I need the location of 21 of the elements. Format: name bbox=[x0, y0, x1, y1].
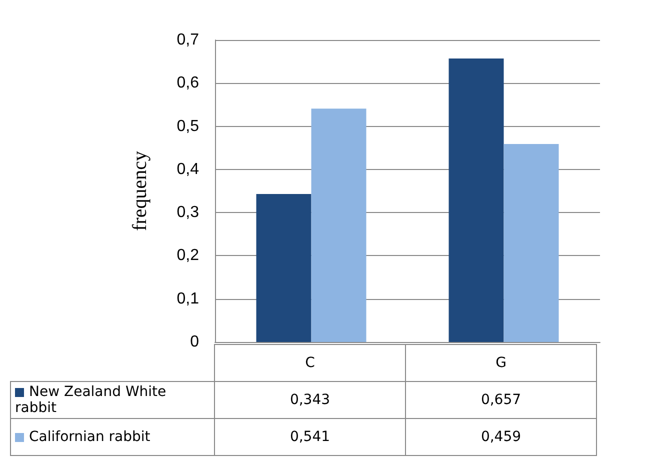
y-tick-label: 0,3 bbox=[176, 204, 200, 222]
y-tick-label: 0,4 bbox=[176, 160, 200, 178]
y-tick-label: 0,7 bbox=[176, 32, 200, 48]
bar bbox=[448, 58, 504, 342]
y-tick-label: 0 bbox=[190, 334, 200, 350]
bar bbox=[504, 144, 559, 342]
bar bbox=[311, 108, 366, 342]
data-label: 0,343 bbox=[214, 382, 406, 418]
bar bbox=[256, 194, 312, 342]
x-tick-label: G bbox=[406, 344, 596, 382]
y-tick-label: 0,2 bbox=[176, 247, 200, 264]
data-label: 0,657 bbox=[406, 382, 596, 418]
legend-label: New Zealand White rabbit bbox=[10, 382, 214, 418]
legend-label: Californian rabbit bbox=[10, 418, 214, 456]
y-tick-label: 0,1 bbox=[176, 290, 200, 308]
y-tick-label: 0,5 bbox=[176, 118, 200, 135]
data-label: 0,459 bbox=[406, 418, 596, 456]
y-tick-label: 0,6 bbox=[176, 74, 200, 92]
y-axis-title: frequency bbox=[129, 151, 151, 231]
data-label: 0,541 bbox=[214, 418, 406, 456]
x-tick-label: C bbox=[214, 344, 406, 382]
